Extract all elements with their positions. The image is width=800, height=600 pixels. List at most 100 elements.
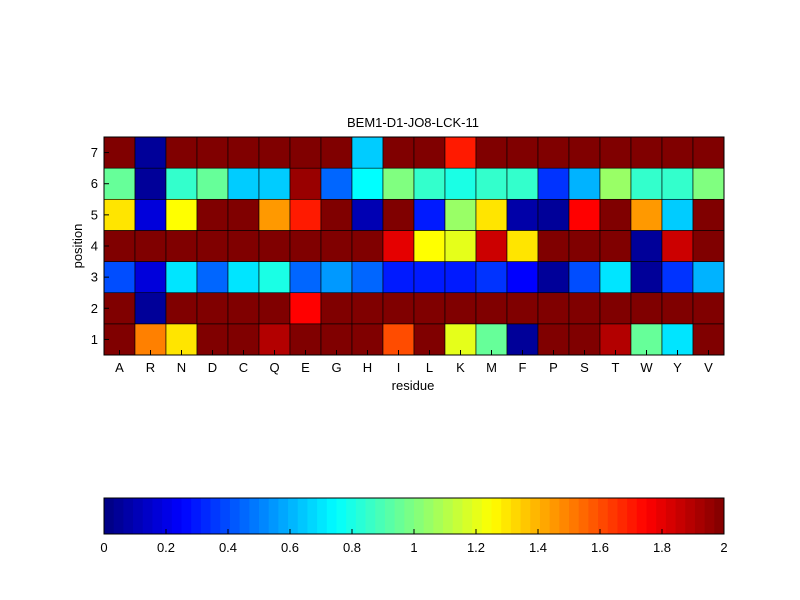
- colorbar-swatch: [578, 498, 589, 534]
- colorbar-swatch: [133, 498, 144, 534]
- heatmap-cell-G-6: [320, 167, 353, 200]
- heatmap-cell-D-4: [196, 230, 229, 262]
- colorbar-swatch: [220, 498, 231, 534]
- heatmap-cell-L-5: [413, 198, 446, 231]
- colorbar-swatch: [268, 498, 279, 534]
- heatmap-cell-E-2: [289, 292, 322, 325]
- colorbar-swatch: [239, 498, 250, 534]
- heatmap-cell-N-7: [165, 136, 198, 169]
- heatmap-cell-H-4: [351, 230, 384, 262]
- heatmap-cell-D-7: [196, 136, 229, 169]
- heatmap-cell-K-6: [444, 167, 477, 200]
- x-tick-label: D: [208, 360, 217, 375]
- heatmap-cell-S-1: [568, 323, 601, 356]
- heatmap-cell-M-7: [475, 136, 508, 169]
- x-tick-label: K: [456, 360, 465, 375]
- colorbar-swatch: [472, 498, 483, 534]
- x-tick-label: S: [580, 360, 589, 375]
- heatmap-cell-K-7: [444, 136, 477, 169]
- colorbar-tick-label: 1.2: [467, 540, 485, 555]
- colorbar-swatch: [598, 498, 609, 534]
- heatmap-cell-N-3: [165, 261, 198, 294]
- heatmap-cell-Q-1: [258, 323, 291, 356]
- heatmap-cell-R-2: [134, 292, 167, 325]
- heatmap-cell-Y-5: [661, 198, 694, 231]
- colorbar-tick-label: 0.6: [281, 540, 299, 555]
- colorbar-swatch: [152, 498, 163, 534]
- heatmap-cell-R-1: [134, 323, 167, 356]
- heatmap-cell-T-3: [599, 261, 632, 294]
- heatmap-cell-V-3: [692, 261, 725, 294]
- heatmap-cell-P-7: [537, 136, 570, 169]
- y-tick-label: 5: [91, 207, 98, 222]
- heatmap-cell-I-6: [382, 167, 415, 200]
- colorbar-swatch: [113, 498, 124, 534]
- heatmap-cell-F-3: [506, 261, 539, 294]
- heatmap-cells: [103, 136, 725, 356]
- colorbar-swatch: [394, 498, 405, 534]
- colorbar-swatch: [317, 498, 328, 534]
- x-tick-label: V: [704, 360, 713, 375]
- colorbar-swatch: [714, 498, 725, 534]
- heatmap-cell-M-5: [475, 198, 508, 231]
- heatmap-cell-S-2: [568, 292, 601, 325]
- colorbar-swatch: [249, 498, 260, 534]
- heatmap-cell-L-2: [413, 292, 446, 325]
- x-tick-label: L: [426, 360, 433, 375]
- heatmap-cell-K-5: [444, 198, 477, 231]
- y-tick-label: 7: [91, 145, 98, 160]
- x-tick-label: W: [640, 360, 653, 375]
- colorbar-tick-label: 1.4: [529, 540, 547, 555]
- heatmap-cell-I-7: [382, 136, 415, 169]
- heatmap-cell-T-7: [599, 136, 632, 169]
- heatmap-cell-A-2: [103, 292, 136, 325]
- heatmap-cell-H-6: [351, 167, 384, 200]
- heatmap-cell-W-1: [630, 323, 663, 356]
- heatmap-cell-P-5: [537, 198, 570, 231]
- heatmap-cell-W-2: [630, 292, 663, 325]
- y-tick-label: 4: [91, 239, 98, 254]
- heatmap-cell-G-4: [320, 230, 353, 262]
- colorbar-tick-label: 0: [100, 540, 107, 555]
- heatmap-cell-R-3: [134, 261, 167, 294]
- heatmap-cell-N-6: [165, 167, 198, 200]
- heatmap-cell-M-6: [475, 167, 508, 200]
- heatmap-cell-L-4: [413, 230, 446, 262]
- heatmap-cell-V-6: [692, 167, 725, 200]
- heatmap-cell-L-7: [413, 136, 446, 169]
- colorbar-swatch: [384, 498, 396, 534]
- x-tick-label: E: [301, 360, 310, 375]
- colorbar-swatch: [627, 498, 638, 534]
- colorbar-swatch: [288, 498, 299, 534]
- heatmap-cell-C-3: [227, 261, 260, 294]
- colorbar-swatch: [646, 498, 657, 534]
- x-tick-label: T: [612, 360, 620, 375]
- heatmap-cell-Q-4: [258, 230, 291, 262]
- heatmap-cell-S-7: [568, 136, 601, 169]
- x-tick-label: Q: [269, 360, 279, 375]
- colorbar-swatch: [685, 498, 696, 534]
- heatmap-cell-C-7: [227, 136, 260, 169]
- heatmap-cell-D-6: [196, 167, 229, 200]
- heatmap-cell-H-5: [351, 198, 384, 231]
- heatmap-cell-Y-7: [661, 136, 694, 169]
- x-tick-label: F: [519, 360, 527, 375]
- heatmap-cell-A-6: [103, 167, 136, 200]
- colorbar-tick-label: 0.8: [343, 540, 361, 555]
- colorbar-swatch: [365, 498, 376, 534]
- heatmap-cell-K-2: [444, 292, 477, 325]
- heatmap-cell-T-5: [599, 198, 632, 231]
- colorbar-swatch: [229, 498, 241, 534]
- heatmap-cell-K-1: [444, 323, 477, 356]
- heatmap-cell-C-4: [227, 230, 260, 262]
- heatmap-cell-R-5: [134, 198, 167, 231]
- colorbar-swatch: [675, 498, 686, 534]
- y-tick-label: 3: [91, 270, 98, 285]
- colorbar-swatch: [259, 498, 270, 534]
- x-tick-label: I: [397, 360, 401, 375]
- colorbar-swatch: [142, 498, 153, 534]
- colorbar-swatch: [278, 498, 289, 534]
- colorbar-swatch: [123, 498, 134, 534]
